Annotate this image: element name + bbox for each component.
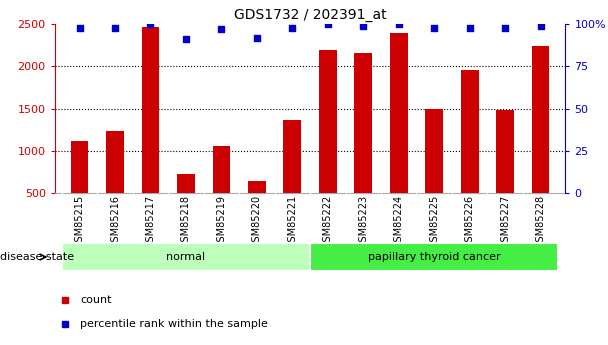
Text: GSM85215: GSM85215	[75, 195, 85, 248]
Text: GSM85217: GSM85217	[145, 195, 156, 248]
Point	[216, 27, 226, 32]
Text: GSM85224: GSM85224	[394, 195, 404, 248]
Text: disease state: disease state	[0, 252, 74, 262]
Text: GSM85223: GSM85223	[358, 195, 368, 248]
Text: GSM85225: GSM85225	[429, 195, 439, 248]
Point	[358, 23, 368, 29]
Point	[181, 37, 191, 42]
Text: GSM85220: GSM85220	[252, 195, 262, 248]
Text: GSM85228: GSM85228	[536, 195, 545, 248]
Bar	[354, 53, 372, 235]
Text: papillary thyroid cancer: papillary thyroid cancer	[368, 252, 500, 262]
Bar	[319, 50, 337, 235]
Text: count: count	[80, 295, 112, 305]
Bar	[71, 141, 88, 235]
Text: GSM85221: GSM85221	[288, 195, 297, 248]
Text: GSM85218: GSM85218	[181, 195, 191, 248]
Bar	[390, 33, 407, 235]
Point	[323, 21, 333, 27]
Point	[500, 25, 510, 30]
Bar	[177, 174, 195, 235]
Title: GDS1732 / 202391_at: GDS1732 / 202391_at	[233, 8, 387, 22]
FancyBboxPatch shape	[62, 243, 310, 271]
Bar	[248, 181, 266, 235]
Text: percentile rank within the sample: percentile rank within the sample	[80, 319, 268, 329]
Text: GSM85226: GSM85226	[465, 195, 475, 248]
Point	[536, 23, 545, 29]
FancyBboxPatch shape	[310, 243, 558, 271]
Text: normal: normal	[167, 252, 206, 262]
Point	[75, 25, 85, 30]
Bar	[496, 109, 514, 235]
Point	[394, 21, 404, 27]
Bar	[213, 146, 230, 235]
Text: GSM85227: GSM85227	[500, 195, 510, 248]
Point	[145, 21, 155, 27]
Bar	[283, 120, 301, 235]
Bar	[461, 70, 478, 235]
Point	[288, 25, 297, 30]
Bar	[142, 27, 159, 235]
Bar	[106, 131, 124, 235]
Point	[252, 35, 261, 40]
Text: GSM85216: GSM85216	[110, 195, 120, 248]
Point	[465, 25, 474, 30]
Point	[110, 25, 120, 30]
Bar	[426, 109, 443, 235]
Text: GSM85222: GSM85222	[323, 195, 333, 248]
Bar	[532, 46, 550, 235]
Point	[429, 25, 439, 30]
Text: GSM85219: GSM85219	[216, 195, 226, 248]
